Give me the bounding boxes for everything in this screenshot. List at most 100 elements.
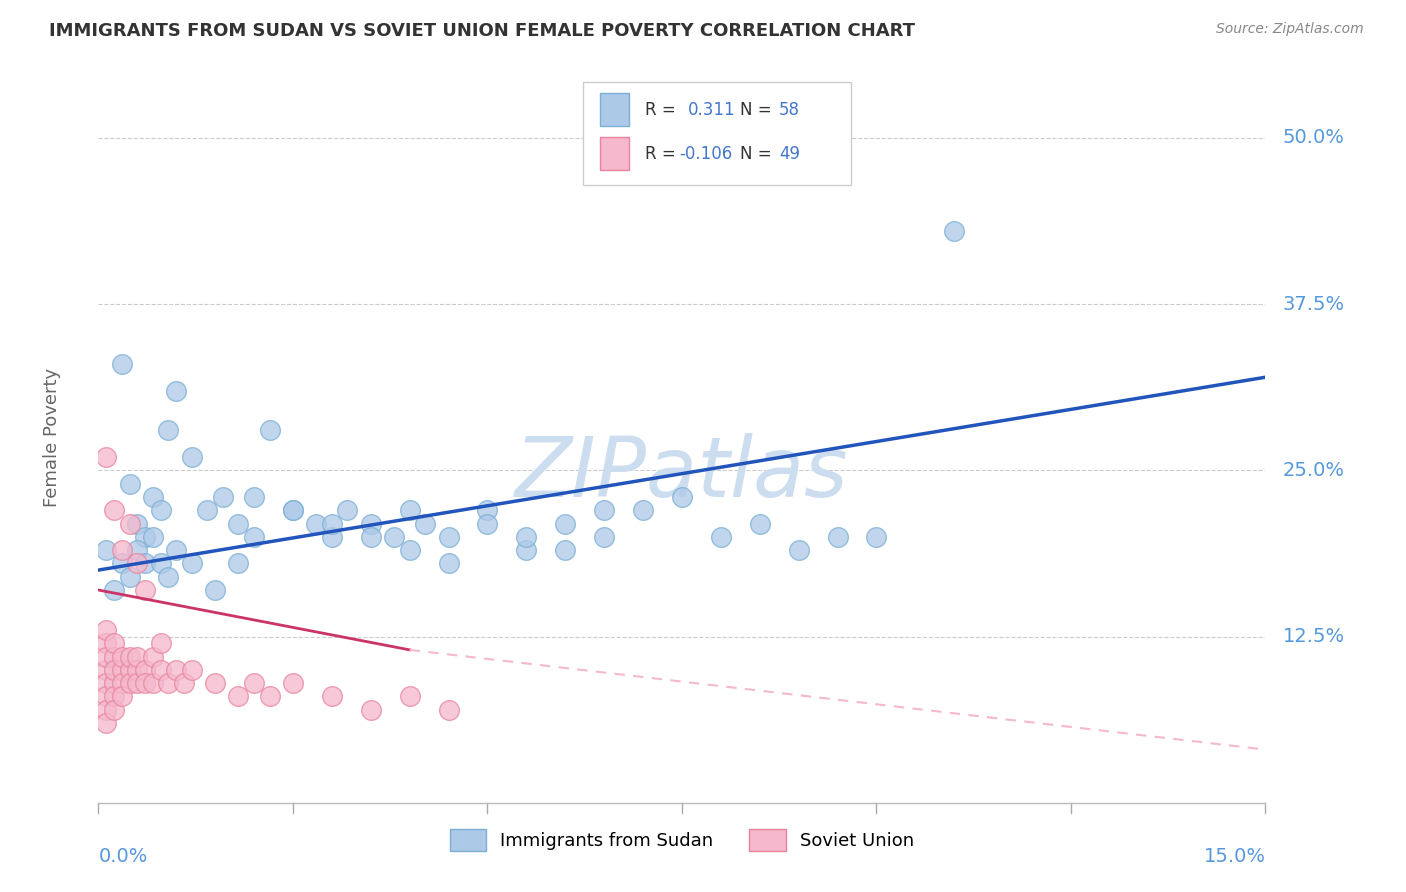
Point [111, 543, 134, 558]
Text: Female Poverty: Female Poverty [42, 368, 60, 507]
Point [259, 690, 281, 704]
Point [943, 224, 966, 238]
Point [671, 490, 693, 504]
Text: 37.5%: 37.5% [1282, 294, 1346, 314]
Text: R =: R = [644, 101, 681, 119]
Point [103, 703, 125, 717]
FancyBboxPatch shape [582, 82, 851, 185]
Point [111, 557, 134, 571]
Point [243, 676, 266, 690]
Point [103, 690, 125, 704]
Point [134, 676, 156, 690]
Point [111, 663, 134, 677]
Point [118, 516, 141, 531]
Point [96, 450, 118, 464]
Point [212, 490, 235, 504]
Point [710, 530, 733, 544]
Point [243, 530, 266, 544]
Point [96, 690, 118, 704]
Point [554, 516, 576, 531]
Text: IMMIGRANTS FROM SUDAN VS SOVIET UNION FEMALE POVERTY CORRELATION CHART: IMMIGRANTS FROM SUDAN VS SOVIET UNION FE… [49, 22, 915, 40]
Point [360, 516, 382, 531]
Legend: Immigrants from Sudan, Soviet Union: Immigrants from Sudan, Soviet Union [440, 820, 924, 860]
Point [281, 676, 304, 690]
Text: 49: 49 [779, 145, 800, 162]
Point [111, 690, 134, 704]
Point [360, 703, 382, 717]
Point [103, 649, 125, 664]
Point [134, 530, 156, 544]
FancyBboxPatch shape [600, 94, 630, 127]
Point [96, 676, 118, 690]
Point [142, 530, 165, 544]
Point [127, 543, 149, 558]
Point [398, 503, 420, 517]
Point [127, 557, 149, 571]
Point [118, 663, 141, 677]
Point [360, 530, 382, 544]
Point [180, 663, 202, 677]
Point [127, 516, 149, 531]
Point [111, 649, 134, 664]
Point [515, 530, 537, 544]
Text: N =: N = [741, 101, 778, 119]
Point [103, 503, 125, 517]
Point [165, 543, 187, 558]
Point [103, 636, 125, 650]
Point [437, 703, 460, 717]
Point [321, 690, 343, 704]
Point [127, 663, 149, 677]
Point [142, 649, 165, 664]
Text: R =: R = [644, 145, 681, 162]
Point [515, 543, 537, 558]
Point [96, 543, 118, 558]
Point [118, 476, 141, 491]
Point [398, 543, 420, 558]
Text: 25.0%: 25.0% [1282, 461, 1346, 480]
Point [103, 663, 125, 677]
Text: 58: 58 [779, 101, 800, 119]
Point [157, 424, 180, 438]
Point [157, 676, 180, 690]
FancyBboxPatch shape [600, 137, 630, 170]
Point [228, 690, 250, 704]
Point [180, 450, 202, 464]
Point [111, 357, 134, 371]
Text: N =: N = [741, 145, 778, 162]
Point [96, 636, 118, 650]
Point [321, 516, 343, 531]
Point [281, 503, 304, 517]
Point [173, 676, 195, 690]
Point [827, 530, 849, 544]
Point [149, 663, 172, 677]
Point [787, 543, 810, 558]
Point [259, 424, 281, 438]
Point [142, 490, 165, 504]
Point [195, 503, 218, 517]
Point [165, 663, 187, 677]
Point [103, 676, 125, 690]
Point [96, 663, 118, 677]
Text: 0.0%: 0.0% [98, 847, 148, 866]
Point [142, 676, 165, 690]
Point [631, 503, 654, 517]
Point [243, 490, 266, 504]
Point [127, 676, 149, 690]
Point [477, 503, 499, 517]
Point [149, 636, 172, 650]
Point [321, 530, 343, 544]
Point [413, 516, 436, 531]
Point [96, 649, 118, 664]
Point [118, 570, 141, 584]
Point [382, 530, 405, 544]
Point [134, 663, 156, 677]
Point [134, 557, 156, 571]
Point [96, 623, 118, 637]
Text: 15.0%: 15.0% [1204, 847, 1265, 866]
Text: -0.106: -0.106 [679, 145, 733, 162]
Point [96, 716, 118, 731]
Point [554, 543, 576, 558]
Text: 50.0%: 50.0% [1282, 128, 1344, 147]
Text: 0.311: 0.311 [688, 101, 735, 119]
Point [149, 557, 172, 571]
